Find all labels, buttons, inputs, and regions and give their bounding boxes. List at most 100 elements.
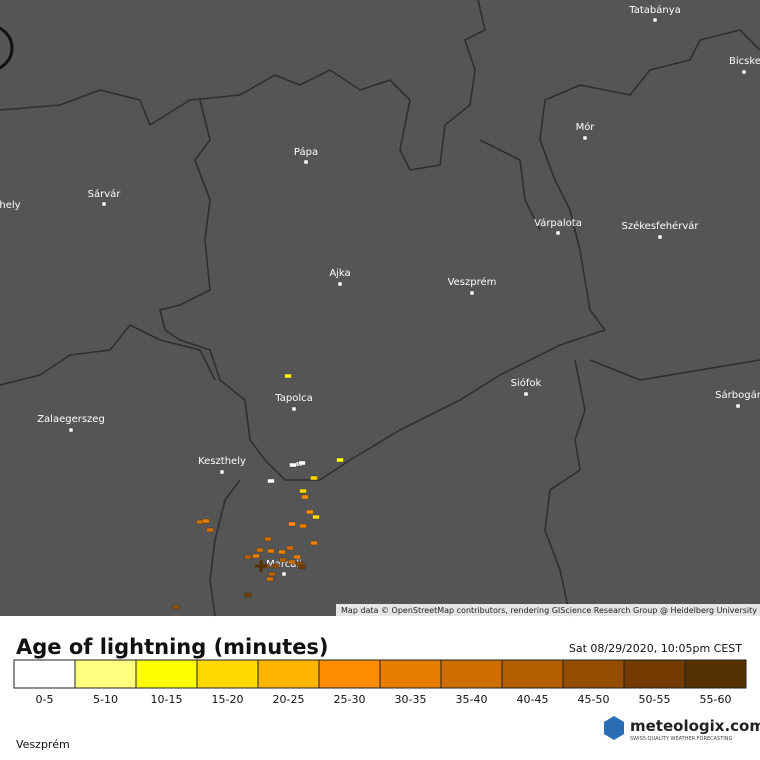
place-label: Sárvár xyxy=(88,188,122,200)
place-dot xyxy=(101,201,107,207)
lightning-strike xyxy=(310,475,318,481)
legend-swatch xyxy=(318,659,381,689)
lightning-strike xyxy=(298,460,306,466)
lightning-strike xyxy=(312,514,320,520)
lightning-strike xyxy=(256,547,264,553)
place-label: Tapolca xyxy=(274,393,312,404)
brand-logo xyxy=(604,716,624,740)
legend-swatch xyxy=(684,659,747,689)
place-label: Siófok xyxy=(511,377,542,389)
legend-label: 35-40 xyxy=(456,693,488,706)
place-label: Székesfehérvár xyxy=(622,220,700,232)
lightning-strike xyxy=(172,604,180,610)
legend-swatch xyxy=(440,659,503,689)
lightning-strike xyxy=(336,457,344,463)
lightning-strike xyxy=(272,563,280,569)
place-dot xyxy=(735,403,741,409)
legend-swatch xyxy=(74,659,137,689)
legend-title: Age of lightning (minutes) xyxy=(16,635,329,659)
lightning-strike xyxy=(298,564,306,570)
attribution: Map data © OpenStreetMap contributors, r… xyxy=(341,606,757,615)
lightning-strike xyxy=(310,540,318,546)
lightning-strike xyxy=(268,571,276,577)
legend-swatch xyxy=(13,659,76,689)
lightning-strike xyxy=(286,545,294,551)
legend-label: 20-25 xyxy=(273,693,305,706)
lightning-strike xyxy=(284,373,292,379)
brand-name: meteologix.com xyxy=(630,717,760,735)
place-dot xyxy=(337,281,343,287)
border xyxy=(0,323,216,386)
place-label: Zalaegerszeg xyxy=(37,414,105,425)
lightning-strike xyxy=(288,559,296,565)
legend-label: 30-35 xyxy=(395,693,427,706)
place-dot xyxy=(303,159,309,165)
map-background xyxy=(0,0,760,616)
legend-swatch xyxy=(562,659,625,689)
legend: 0-5 5-10 10-15 15-20 20-25 25-30 30-35 35-40 40-… xyxy=(13,659,747,706)
location: Veszprém xyxy=(16,738,70,751)
border xyxy=(209,479,241,617)
legend-swatch xyxy=(196,659,259,689)
lightning-strike xyxy=(289,462,297,468)
place-dot xyxy=(582,135,588,141)
legend-label: 50-55 xyxy=(639,693,671,706)
timestamp: Sat 08/29/2020, 10:05pm CEST xyxy=(569,642,742,655)
place-label: Mór xyxy=(576,121,596,133)
place-dot xyxy=(469,290,475,296)
lightning-strike xyxy=(264,536,272,542)
legend-label: 0-5 xyxy=(36,693,54,706)
place-dot xyxy=(523,391,529,397)
place-label: Bicske xyxy=(729,56,760,67)
place-label: Keszthely xyxy=(198,456,246,467)
border xyxy=(0,0,486,171)
borders xyxy=(0,0,760,617)
lightning-strike xyxy=(293,554,301,560)
place-dot xyxy=(741,69,747,75)
lightning-strike xyxy=(288,521,296,527)
legend-label: 10-15 xyxy=(151,693,183,706)
place-dot xyxy=(657,234,663,240)
legend-label: 25-30 xyxy=(334,693,366,706)
place-label: Pápa xyxy=(294,146,318,158)
brand-tagline: SWISS QUALITY WEATHER FORECASTING xyxy=(630,736,732,742)
attribution-bg xyxy=(336,604,760,616)
lightning-strike xyxy=(244,554,252,560)
legend-label: 40-45 xyxy=(517,693,549,706)
place-label: Marcali xyxy=(266,559,302,570)
place-label: Várpalota xyxy=(534,217,582,229)
legend-swatch xyxy=(501,659,564,689)
place-dot xyxy=(291,406,297,412)
places: Tatabánya Bicske Mór Pápa hely Sárvár Vá… xyxy=(0,4,760,577)
lightning-strike xyxy=(301,494,309,500)
place-label: Veszprém xyxy=(448,276,497,288)
lightning-strikes xyxy=(172,373,344,610)
lightning-strike xyxy=(244,592,252,598)
legend-swatch xyxy=(379,659,442,689)
place-dot xyxy=(281,571,287,577)
strike-cross xyxy=(255,560,267,572)
place-label: hely xyxy=(0,200,21,211)
place-dot xyxy=(219,469,225,475)
border xyxy=(589,359,760,381)
border-shape xyxy=(0,26,14,70)
place-label: Sárbogár xyxy=(715,389,760,401)
lightning-strike xyxy=(206,527,214,533)
lightning-strike xyxy=(267,478,275,484)
legend-swatch xyxy=(135,659,198,689)
lightning-strike xyxy=(306,509,314,515)
lightning-strike xyxy=(279,557,287,563)
legend-swatch xyxy=(257,659,320,689)
lightning-strike xyxy=(252,553,260,559)
lightning-strike xyxy=(267,548,275,554)
legend-swatch xyxy=(623,659,686,689)
legend-label: 5-10 xyxy=(93,693,118,706)
legend-label: 55-60 xyxy=(700,693,732,706)
lightning-strike xyxy=(202,518,210,524)
legend-label: 45-50 xyxy=(578,693,610,706)
place-dot xyxy=(652,17,658,23)
place-dot xyxy=(555,230,561,236)
border xyxy=(479,139,586,617)
